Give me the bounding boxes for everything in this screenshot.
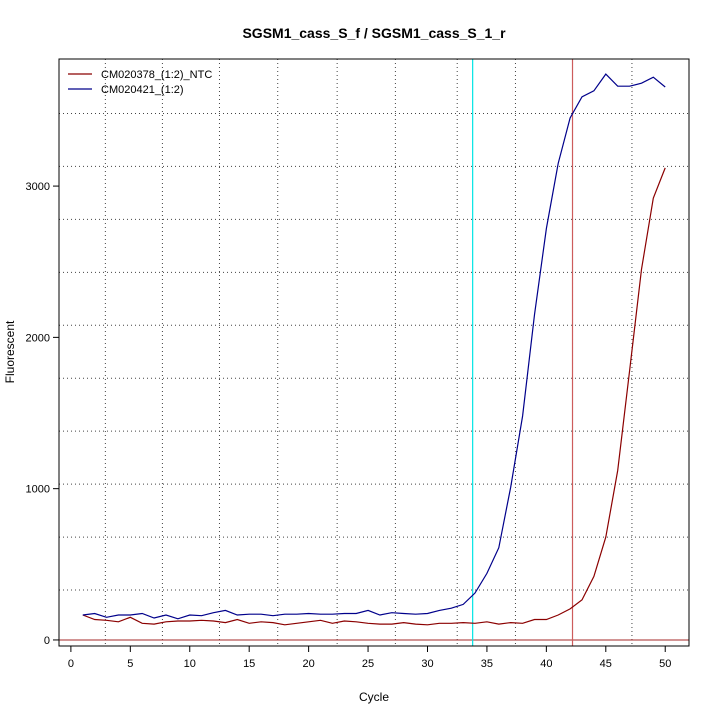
legend: CM020378_(1:2)_NTC CM020421_(1:2)	[68, 69, 212, 96]
reference-lines	[59, 59, 689, 646]
grid-lines	[59, 59, 689, 646]
x-tick-label: 50	[659, 658, 671, 670]
y-tick-label: 1000	[26, 484, 50, 496]
y-tick-label: 3000	[26, 181, 50, 193]
x-tick-label: 45	[600, 658, 612, 670]
series-line-1	[82, 167, 666, 626]
y-axis: 0 1000 2000 3000	[26, 181, 60, 647]
x-tick-label: 0	[68, 658, 74, 670]
x-tick-label: 35	[481, 658, 493, 670]
series-lines	[82, 73, 666, 626]
y-tick-label: 0	[44, 635, 50, 647]
legend-label: CM020378_(1:2)_NTC	[101, 69, 212, 81]
series-line-2	[82, 73, 666, 620]
x-axis: 0 5 10 15 20 25 30 35 40 45 50	[68, 645, 671, 670]
x-tick-label: 10	[184, 658, 196, 670]
x-tick-label: 15	[243, 658, 255, 670]
x-tick-label: 25	[362, 658, 374, 670]
chart-title: SGSM1_cass_S_f / SGSM1_cass_S_1_r	[242, 25, 506, 41]
y-tick-label: 2000	[26, 332, 50, 344]
x-tick-label: 5	[127, 658, 133, 670]
plot-area-border	[58, 58, 690, 647]
x-tick-label: 20	[302, 658, 314, 670]
x-tick-label: 30	[421, 658, 433, 670]
y-axis-label: Fluorescent	[3, 320, 17, 383]
x-axis-label: Cycle	[359, 690, 389, 704]
legend-label: CM020421_(1:2)	[101, 84, 184, 96]
x-tick-label: 40	[540, 658, 552, 670]
